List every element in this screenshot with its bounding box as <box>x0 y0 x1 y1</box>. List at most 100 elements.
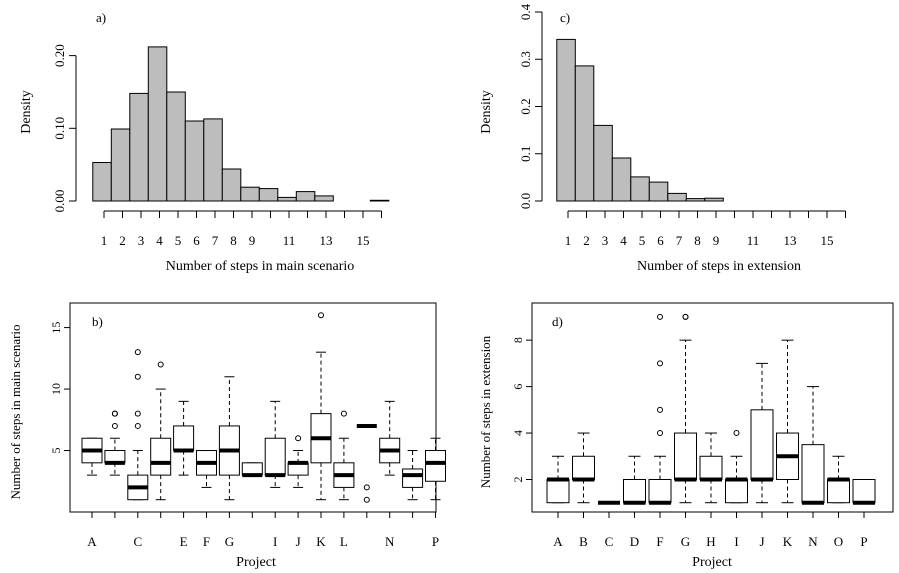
histogram-bar <box>630 176 650 202</box>
box <box>725 478 748 504</box>
x-tick-label: C <box>133 534 142 549</box>
x-tick-label: C <box>605 534 614 549</box>
x-tick-label: E <box>180 534 188 549</box>
histogram-bar <box>611 157 632 202</box>
x-tick-label: A <box>87 534 97 549</box>
x-tick-label: F <box>656 534 663 549</box>
histogram-bar <box>166 91 186 202</box>
histogram-bar <box>277 196 297 202</box>
y-tick-label: 10 <box>49 383 63 395</box>
x-tick-label: N <box>385 534 395 549</box>
histogram-bar <box>667 192 687 202</box>
bars-a <box>92 46 390 202</box>
outlier-point <box>682 313 689 320</box>
outlier-point <box>134 410 141 417</box>
outlier-point <box>318 312 324 319</box>
x-tick-label: J <box>296 534 301 549</box>
y-tick-label: 4 <box>511 430 525 436</box>
ylabel-a: Density <box>19 90 34 134</box>
outlier-point <box>295 435 302 442</box>
box <box>264 437 286 476</box>
histogram-bar <box>685 198 706 202</box>
x-tick-label: 6 <box>193 233 200 248</box>
x-tick-label: 2 <box>119 233 126 248</box>
boxplot-main-scenario: b) Project Number of steps in main scena… <box>8 302 446 570</box>
ylabel-c: Density <box>479 90 494 134</box>
x-tick-label: 9 <box>713 233 720 248</box>
x-tick-label: 7 <box>212 233 219 248</box>
x-tick-label: D <box>630 534 639 549</box>
histogram-bar <box>369 199 390 202</box>
box <box>546 478 570 504</box>
x-tick-label: G <box>225 534 234 549</box>
x-tick-label: I <box>734 534 738 549</box>
outlier-point <box>134 422 141 429</box>
histogram-bar <box>295 191 316 202</box>
x-tick-label: 4 <box>620 233 627 248</box>
histogram-bar <box>593 124 613 202</box>
histogram-bar <box>110 128 131 202</box>
panel-label-c: c) <box>560 10 570 25</box>
histogram-bar <box>203 118 223 202</box>
box <box>173 425 195 452</box>
outlier-point <box>111 422 118 429</box>
plot-frame <box>69 302 437 513</box>
x-tick-label: K <box>783 534 793 549</box>
x-tick-label: A <box>553 534 563 549</box>
y-tick-label: 2 <box>511 476 525 482</box>
panel-label-b: b) <box>92 314 103 329</box>
axes-c: 0.0 0.1 0.2 0.3 0.4 1 2 3 4 5 6 7 8 9 11 13 15 <box>518 3 846 248</box>
histogram-bar <box>147 46 168 202</box>
panel-label-a: a) <box>96 10 106 25</box>
ylabel-b: Number of steps in main scenario <box>8 324 23 499</box>
histogram-bar <box>240 186 260 202</box>
x-tick-label: 13 <box>320 233 333 248</box>
box <box>699 455 723 480</box>
outlier-point <box>363 496 370 503</box>
outlier-point <box>733 430 740 437</box>
x-tick-label: 1 <box>565 233 572 248</box>
histogram-bar <box>574 65 595 202</box>
y-tick-label: 0.20 <box>52 44 67 67</box>
plot-b: 5 10 15 A C E F G I J K L N P <box>49 302 446 549</box>
x-tick-label: J <box>759 534 764 549</box>
y-tick-label: 5 <box>49 448 63 454</box>
outlier-point <box>111 410 118 417</box>
x-tick-label: 9 <box>249 233 256 248</box>
x-tick-label: 1 <box>101 233 108 248</box>
histogram-bar <box>556 38 576 202</box>
histogram-bar <box>221 168 242 202</box>
box <box>150 437 172 476</box>
histogram-extension: c) Number of steps in extension Density … <box>479 3 846 274</box>
x-tick-label: 4 <box>156 233 163 248</box>
histogram-bar <box>314 195 334 202</box>
x-tick-label: N <box>808 534 818 549</box>
histogram-bar <box>184 120 205 202</box>
y-tick-label: 0.0 <box>518 193 533 209</box>
xlabel-d: Project <box>692 555 732 570</box>
plot-d: 2 4 6 8 A B C D F G H I J K N O P <box>511 302 894 549</box>
y-tick-label: 0.1 <box>518 146 533 162</box>
outlier-point <box>157 361 164 368</box>
y-tick-label: 0.2 <box>518 98 533 114</box>
x-tick-label: 3 <box>602 233 609 248</box>
box <box>852 478 876 504</box>
x-tick-label: 7 <box>676 233 683 248</box>
x-tick-label: P <box>860 534 867 549</box>
box <box>674 432 697 480</box>
y-tick-label: 15 <box>49 322 63 334</box>
x-tick-label: I <box>273 534 277 549</box>
x-tick-label: 15 <box>821 233 834 248</box>
histogram-bar <box>258 188 279 202</box>
y-tick-label: 0.4 <box>518 3 533 20</box>
outlier-point <box>657 313 663 320</box>
histogram-main-scenario: a) Number of steps in main scenario Dens… <box>19 10 390 274</box>
x-tick-label: 11 <box>283 233 296 248</box>
box <box>623 478 646 504</box>
histogram-bar <box>704 197 724 202</box>
box <box>648 478 672 504</box>
boxplot-extension: d) Project Number of steps in extension … <box>478 302 894 570</box>
x-tick-label: B <box>579 534 588 549</box>
y-tick-label: 0.00 <box>52 190 67 213</box>
